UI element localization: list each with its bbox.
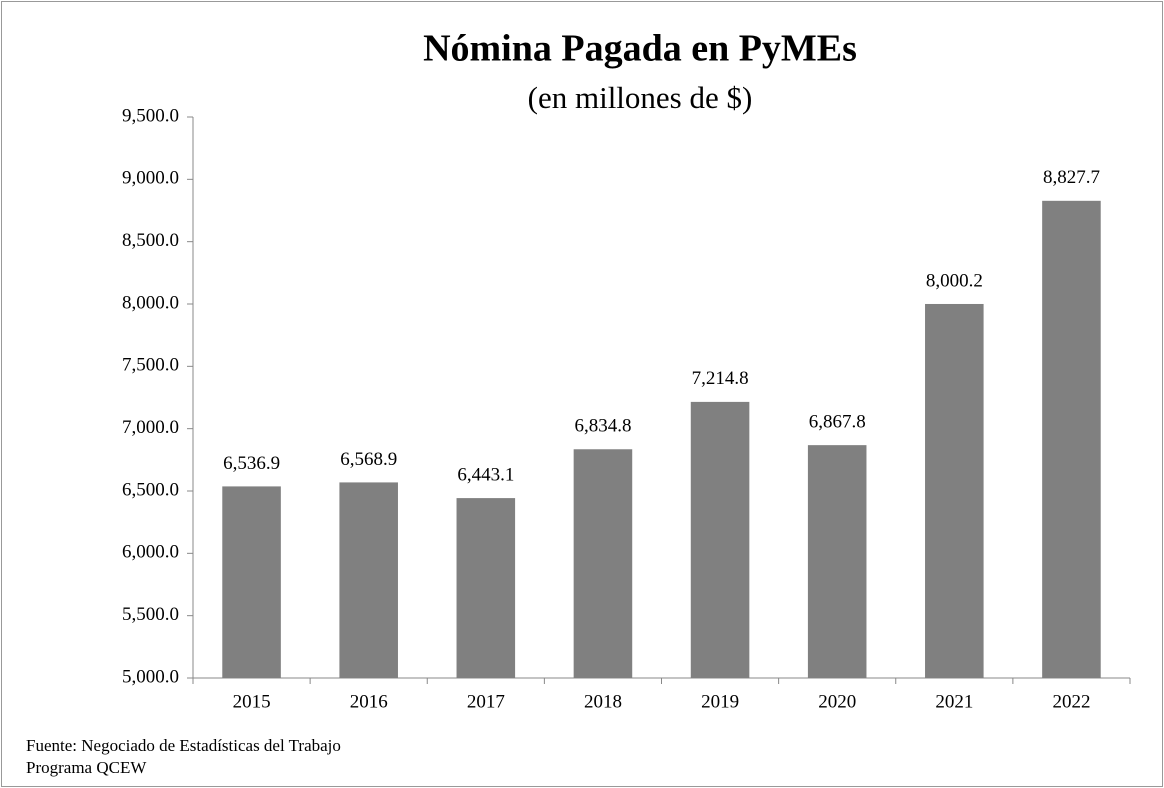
bar xyxy=(807,445,867,678)
y-tick-label: 9,500.0 xyxy=(122,105,179,126)
y-tick-label: 5,000.0 xyxy=(122,666,179,687)
x-tick-label: 2015 xyxy=(233,691,271,712)
value-label: 8,827.7 xyxy=(1043,167,1100,188)
bar xyxy=(573,449,633,678)
x-tick-label: 2017 xyxy=(467,691,505,712)
value-label: 8,000.2 xyxy=(926,270,983,291)
chart-title: Nómina Pagada en PyMEs xyxy=(423,28,857,70)
x-tick-label: 2021 xyxy=(935,691,973,712)
x-tick-label: 2020 xyxy=(818,691,856,712)
y-tick-label: 8,000.0 xyxy=(122,292,179,313)
bar xyxy=(925,303,984,678)
y-tick-label: 9,000.0 xyxy=(122,168,179,189)
bar xyxy=(456,498,516,678)
y-tick-label: 6,500.0 xyxy=(122,479,179,500)
bar xyxy=(1042,200,1101,678)
bar xyxy=(222,486,281,678)
value-label: 6,568.9 xyxy=(340,449,397,470)
source-note: Fuente: Negociado de Estadísticas del Tr… xyxy=(26,736,341,755)
value-label: 6,834.8 xyxy=(574,416,631,437)
value-label: 6,443.1 xyxy=(457,464,514,485)
y-tick-label: 7,500.0 xyxy=(122,355,179,376)
x-tick-label: 2019 xyxy=(701,691,739,712)
y-tick-label: 8,500.0 xyxy=(122,230,179,251)
bar xyxy=(339,482,398,678)
x-tick-label: 2022 xyxy=(1052,691,1090,712)
source-note: Programa QCEW xyxy=(26,758,147,777)
value-label: 6,867.8 xyxy=(809,412,866,433)
x-tick-label: 2018 xyxy=(584,691,622,712)
x-tick-label: 2016 xyxy=(350,691,388,712)
value-label: 6,536.9 xyxy=(223,453,280,474)
value-label: 7,214.8 xyxy=(692,368,749,389)
y-tick-label: 6,000.0 xyxy=(122,542,179,563)
chart-subtitle: (en millones de $) xyxy=(528,80,753,115)
y-tick-label: 7,000.0 xyxy=(122,417,179,438)
bar xyxy=(690,401,750,678)
y-tick-label: 5,500.0 xyxy=(122,604,179,625)
